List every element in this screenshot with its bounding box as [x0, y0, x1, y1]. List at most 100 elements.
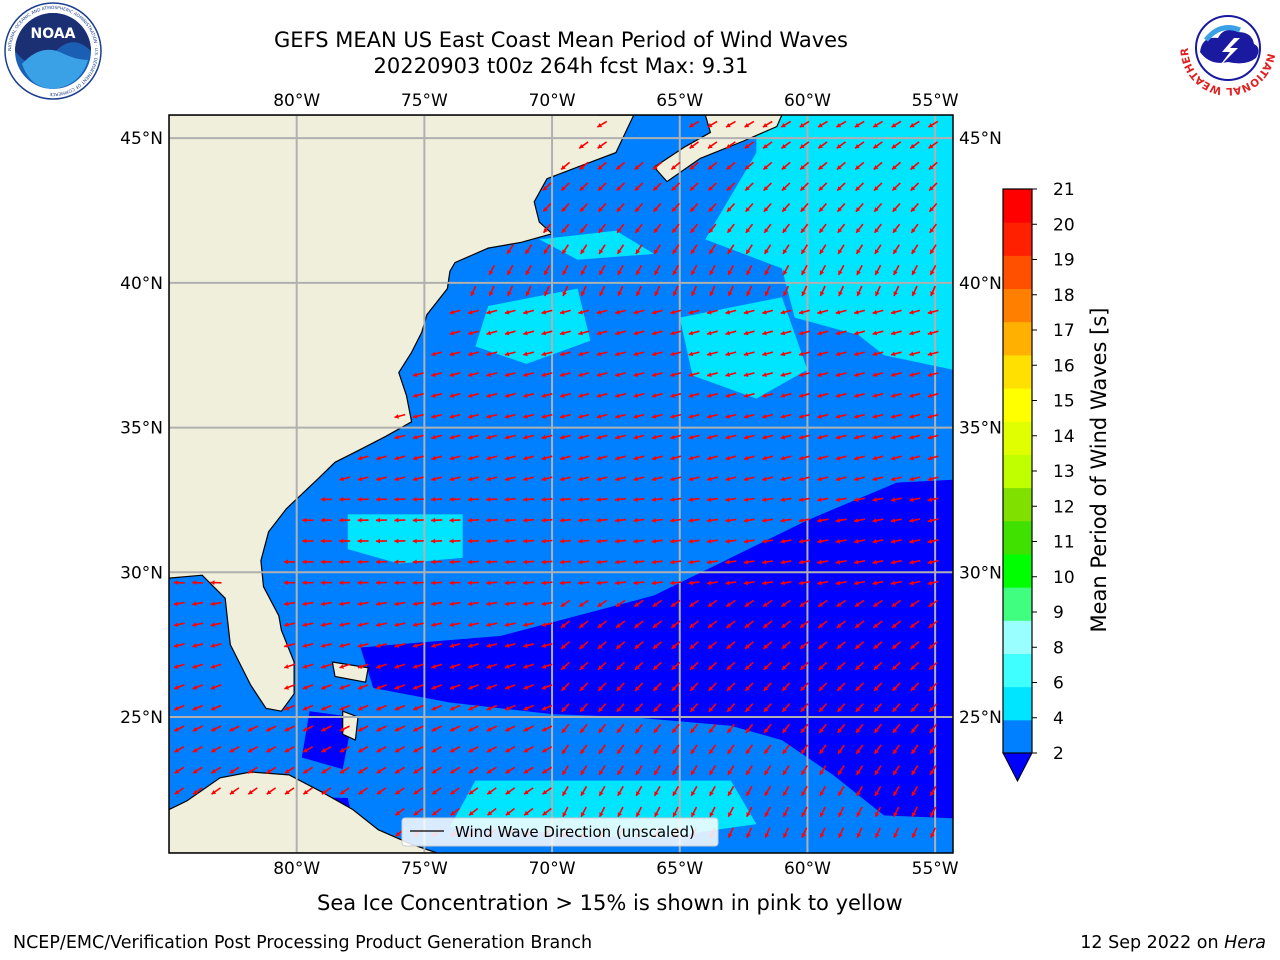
- wind-wave-arrow-head: [615, 580, 620, 586]
- wind-wave-arrow-head: [891, 330, 896, 336]
- colorbar-segment: [1003, 222, 1032, 256]
- wind-wave-arrow-head: [599, 812, 604, 817]
- wind-wave-arrow-head: [909, 330, 914, 336]
- wind-wave-arrow-head: [671, 665, 677, 670]
- wind-wave-arrow-head: [799, 393, 804, 398]
- wind-wave-arrow-head: [302, 538, 307, 544]
- wind-wave-arrow-head: [504, 517, 509, 523]
- wind-wave-arrow-head: [911, 791, 916, 796]
- wind-wave-arrow-head: [394, 455, 399, 461]
- wind-wave-arrow-head: [817, 351, 822, 357]
- wind-wave-arrow-head: [672, 812, 678, 817]
- wind-wave-arrow-head: [450, 748, 455, 753]
- colorbar-segment: [1003, 719, 1032, 754]
- wind-wave-arrow-head: [523, 643, 528, 648]
- wind-wave-arrow-head: [486, 580, 491, 586]
- wind-wave-arrow-head: [505, 685, 510, 690]
- wind-wave-arrow-head: [523, 309, 528, 315]
- wind-wave-arrow-head: [725, 538, 730, 544]
- wind-wave-arrow-head: [817, 538, 822, 544]
- wind-wave-arrow-head: [413, 748, 419, 753]
- wind-wave-arrow-head: [799, 372, 804, 377]
- wind-wave-arrow-head: [376, 476, 381, 482]
- wind-wave-arrow-head: [670, 351, 675, 357]
- wind-wave-arrow-head: [890, 559, 896, 565]
- wind-wave-arrow-head: [597, 602, 603, 607]
- wind-wave-arrow-head: [819, 812, 825, 817]
- wind-wave-arrow-head: [174, 664, 179, 669]
- wind-wave-arrow-head: [339, 538, 344, 544]
- wind-wave-arrow-head: [615, 455, 620, 461]
- wind-wave-arrow-head: [489, 270, 494, 275]
- wind-wave-arrow-head: [247, 727, 253, 732]
- wind-wave-arrow-head: [580, 249, 585, 254]
- footer-machine: Hera: [1224, 933, 1266, 953]
- wind-wave-arrow-head: [559, 580, 565, 586]
- wind-wave-arrow-head: [763, 165, 768, 170]
- lat-label-right: 45°N: [959, 129, 1002, 149]
- wind-wave-arrow-head: [928, 165, 934, 170]
- wind-wave-arrow-head: [927, 309, 933, 315]
- wind-wave-arrow-head: [875, 770, 880, 775]
- wind-wave-arrow-head: [635, 770, 641, 775]
- wind-wave-arrow-head: [817, 393, 822, 398]
- wind-wave-arrow-head: [504, 580, 509, 586]
- colorbar-tick-label: 13: [1053, 462, 1075, 482]
- wind-wave-arrow-head: [873, 644, 879, 649]
- wind-wave-arrow-head: [780, 351, 786, 357]
- wind-wave-arrow-head: [376, 685, 381, 690]
- lon-label-top: 65°W: [656, 91, 703, 111]
- wind-wave-arrow-head: [872, 309, 878, 315]
- wind-wave-arrow-head: [523, 706, 529, 711]
- wind-wave-arrow-head: [541, 601, 546, 607]
- wind-wave-arrow-head: [395, 790, 400, 795]
- wind-wave-arrow-head: [303, 769, 308, 774]
- wind-wave-arrow-head: [929, 665, 934, 670]
- wind-wave-arrow-head: [743, 538, 749, 544]
- wind-wave-arrow-head: [689, 123, 694, 128]
- wind-wave-arrow-head: [672, 228, 677, 233]
- wind-wave-arrow-head: [892, 728, 898, 733]
- colorbar-segment: [1003, 421, 1032, 455]
- wind-wave-arrow-head: [320, 580, 325, 586]
- wind-wave-arrow-head: [358, 790, 364, 795]
- wind-wave-arrow-head: [911, 291, 917, 296]
- colorbar-segment: [1003, 487, 1032, 522]
- wind-wave-arrow-head: [560, 330, 565, 336]
- wind-wave-arrow-head: [339, 685, 345, 690]
- map-legend: Wind Wave Direction (unscaled): [401, 817, 719, 847]
- wind-wave-arrow-head: [709, 291, 714, 296]
- wind-wave-arrow-head: [838, 812, 843, 817]
- wind-wave-arrow-head: [617, 228, 622, 233]
- wind-wave-arrow-head: [688, 455, 694, 461]
- wind-wave-arrow-head: [394, 517, 399, 523]
- wind-wave-arrow-head: [910, 186, 916, 191]
- wind-wave-arrow-head: [783, 291, 788, 296]
- wind-wave-arrow-head: [523, 351, 528, 357]
- wind-wave-arrow-head: [746, 770, 751, 775]
- wind-wave-arrow-head: [544, 291, 549, 296]
- wind-wave-arrow-head: [468, 727, 474, 732]
- wind-wave-arrow-head: [339, 559, 344, 565]
- wind-wave-arrow-head: [394, 643, 399, 648]
- wind-wave-arrow-head: [580, 228, 585, 233]
- wind-wave-arrow-head: [504, 476, 510, 482]
- map-title: GEFS MEAN US East Coast Mean Period of W…: [274, 28, 848, 52]
- wind-wave-arrow-head: [690, 665, 695, 670]
- wind-wave-arrow-head: [210, 622, 215, 627]
- wind-wave-arrow-head: [468, 643, 473, 648]
- wind-wave-arrow-head: [615, 309, 620, 315]
- wind-wave-arrow-head: [653, 707, 659, 712]
- wind-wave-arrow-head: [743, 309, 749, 315]
- wind-wave-arrow-head: [872, 414, 878, 419]
- wind-wave-arrow-head: [449, 517, 454, 523]
- wind-wave-arrow-head: [524, 810, 529, 816]
- wind-wave-arrow-head: [542, 810, 548, 816]
- wind-wave-arrow-head: [633, 455, 639, 461]
- wind-wave-arrow-head: [654, 791, 659, 796]
- wind-wave-arrow-head: [891, 144, 897, 149]
- wind-wave-arrow-head: [707, 518, 712, 523]
- wind-wave-arrow-head: [927, 476, 933, 482]
- wind-wave-arrow-head: [874, 249, 880, 254]
- wind-wave-arrow-head: [820, 291, 825, 296]
